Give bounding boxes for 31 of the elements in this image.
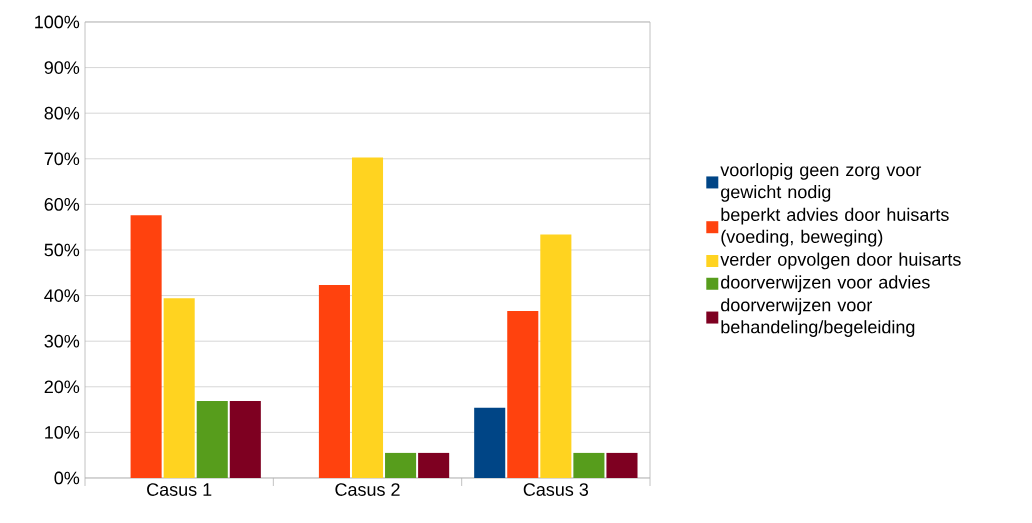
legend-label: doorverwijzen voor behandeling/begeleiding (721, 298, 915, 337)
bar (351, 157, 384, 478)
y-tick-label: 20% (44, 380, 80, 394)
legend-label: beperkt advies door huisarts (voeding, beweging) (721, 207, 949, 247)
bar (573, 452, 605, 478)
bar (196, 400, 228, 478)
y-tick-label: 40% (44, 289, 80, 302)
bar (507, 311, 539, 478)
y-tick-label: 60% (44, 198, 80, 211)
y-tick-label: 0% (54, 471, 80, 485)
x-tick-label: Casus 1 (147, 483, 212, 496)
legend-label: verder opvolgen door huisarts (720, 252, 961, 270)
y-tick-label: 80% (44, 106, 80, 120)
y-tick-label: 70% (44, 152, 80, 166)
bar (606, 452, 638, 478)
y-tick-label: 90% (44, 61, 80, 74)
bar (318, 285, 350, 478)
bar (418, 452, 450, 478)
y-tick-label: 30% (44, 334, 80, 348)
bar (385, 452, 417, 478)
y-tick-label: 10% (45, 426, 80, 439)
bar (540, 234, 572, 478)
x-tick-label: Casus 2 (335, 483, 400, 496)
x-tick-label: Casus 3 (523, 483, 589, 496)
bar (130, 215, 162, 478)
bar (163, 298, 195, 478)
legend-label: doorverwijzen voor advies (721, 275, 930, 293)
y-tick-label: 50% (44, 243, 80, 257)
bar (474, 407, 506, 478)
bar (229, 400, 261, 478)
y-tick-label: 100% (35, 15, 80, 29)
